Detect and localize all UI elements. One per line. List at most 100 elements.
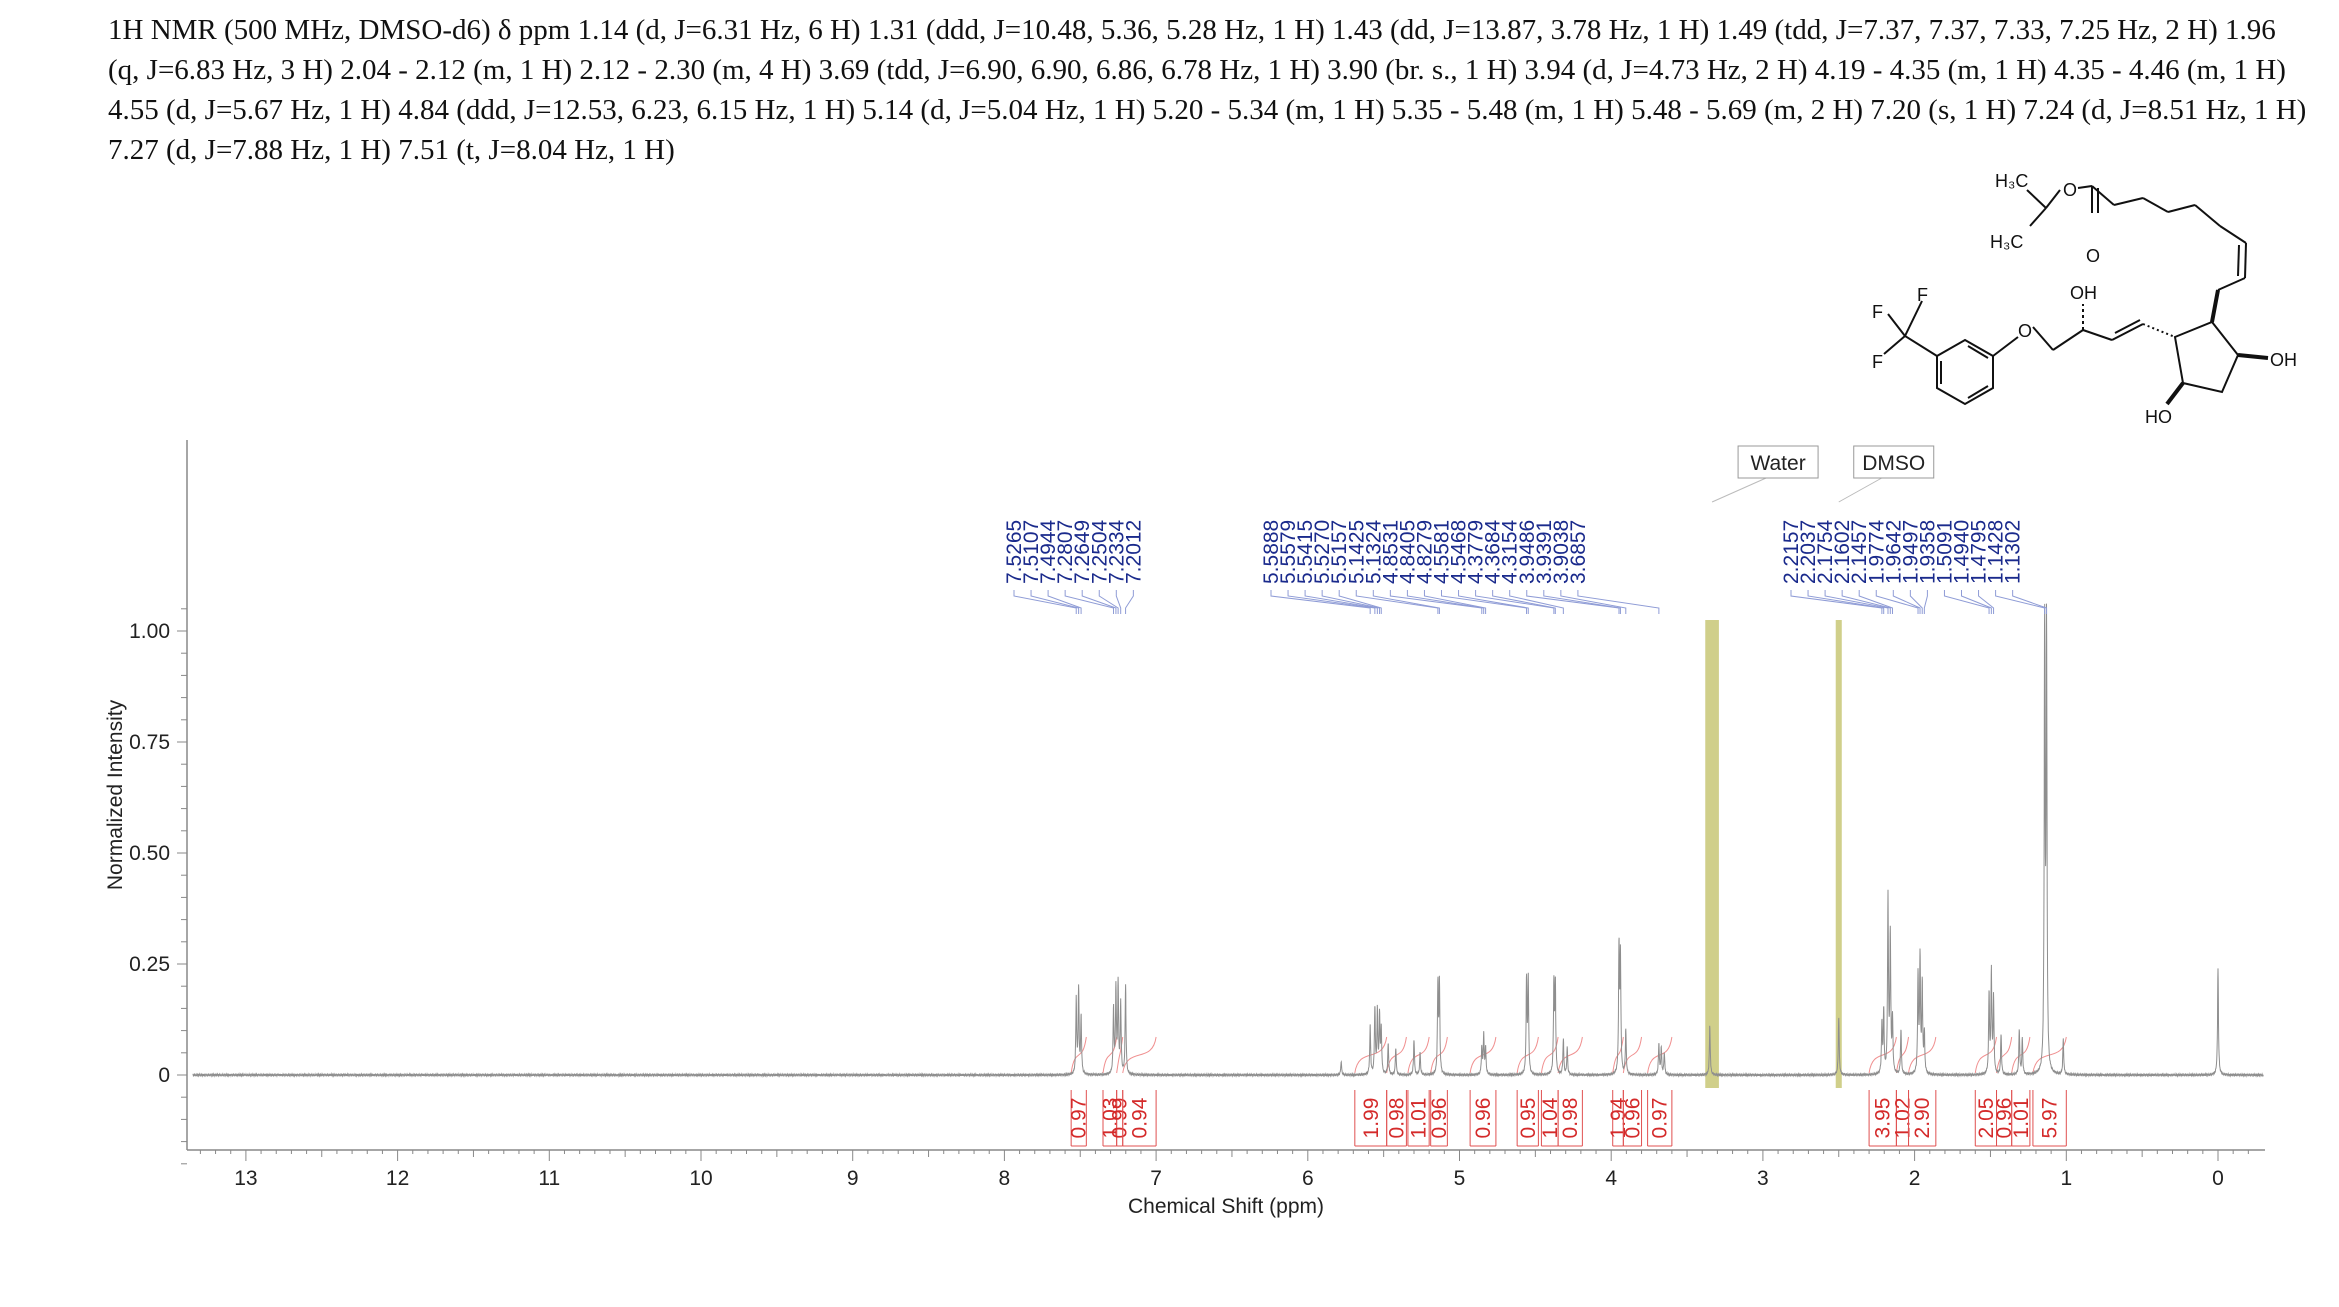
solvent-label-box [1737, 445, 1819, 479]
peak-label: 2.2157 [1780, 520, 1803, 584]
integral-curve [1516, 1036, 1539, 1074]
integral-value: 0.99 [1109, 1098, 1132, 1139]
peak-label: 7.4944 [1037, 519, 1060, 584]
bond [2026, 189, 2047, 209]
bond [2045, 189, 2061, 209]
peak-label: 3.6857 [1567, 520, 1590, 584]
peak-label-connector [1304, 590, 1378, 614]
y-tick-label: 0 [158, 1064, 170, 1087]
spectrum-trace [192, 603, 2264, 1078]
bond [2113, 197, 2144, 206]
peak-labels: 7.52657.51077.49447.28077.26497.25047.23… [1003, 519, 2048, 614]
peak-label: 5.1324 [1362, 519, 1385, 584]
bond [2194, 204, 2221, 227]
y-tick-label: 0.25 [129, 953, 170, 976]
fluorine-label: F [1872, 302, 1883, 322]
peak-label-connector [1841, 590, 1891, 614]
peak-label: 4.8405 [1396, 520, 1419, 584]
bond [2032, 326, 2054, 351]
integral-curve [1908, 1036, 1937, 1074]
peak-label-connector [1577, 590, 1660, 614]
peak-label: 2.1754 [1814, 519, 1837, 584]
bond [2091, 185, 2115, 206]
peak-label: 7.2504 [1088, 519, 1111, 584]
x-tick-label: 4 [1605, 1167, 1617, 1190]
bond [2114, 319, 2141, 334]
bond [2142, 323, 2176, 338]
y-tick-label: 0.75 [129, 731, 170, 754]
hydroxyl-label: OH [2070, 283, 2097, 303]
peak-label: 5.1425 [1345, 520, 1368, 584]
peak-label-connector [1423, 590, 1487, 614]
peak-label-connector [1441, 590, 1528, 614]
aromatic-double-bond [1967, 385, 1989, 399]
peak-label-connector [1406, 590, 1485, 614]
peak-label-connector [1824, 590, 1889, 614]
peak-label-connector [1270, 590, 1371, 614]
peak-label-connector [1875, 590, 1919, 614]
peak-label: 4.8531 [1379, 520, 1402, 584]
peak-label: 3.9391 [1533, 520, 1556, 584]
peak-label: 7.2334 [1105, 519, 1128, 584]
bond [2210, 289, 2220, 323]
x-tick-label: 3 [1757, 1167, 1769, 1190]
integral-curve [1540, 1036, 1559, 1074]
peak-label-connector [1013, 590, 1077, 614]
peak-label-connector [1338, 590, 1382, 614]
bond [1887, 313, 1906, 337]
peak-label-connector [1909, 590, 1923, 614]
methyl-label: H₃C [1990, 232, 2023, 252]
peak-label-connector [1560, 590, 1627, 614]
x-tick-label: 1 [2060, 1167, 2072, 1190]
peak-label-connector [1892, 590, 1921, 614]
peak-label: 2.1457 [1848, 520, 1871, 584]
peak-label: 4.5468 [1448, 520, 1471, 584]
bond [2217, 277, 2246, 291]
x-tick-label: 6 [1302, 1167, 1314, 1190]
peak-label: 7.2649 [1071, 520, 1094, 584]
integral-curve [1895, 1036, 1910, 1074]
integral-value: 1.04 [1539, 1097, 1562, 1138]
bond [1904, 300, 1923, 337]
bond [2244, 242, 2247, 279]
molecule-labels: F F F O OH OH HO O O H₃C H₃C [1872, 171, 2297, 427]
integral-curve [1974, 1036, 1998, 1074]
peak-label-connector [1321, 590, 1381, 614]
integral-value: 2.90 [1911, 1098, 1934, 1139]
peak-label: 5.5579 [1277, 520, 1300, 584]
integral-value: 3.95 [1872, 1098, 1895, 1139]
solvent-label: DMSO [1862, 452, 1925, 475]
peak-label-connector [1475, 590, 1555, 614]
peak-label: 7.2012 [1122, 520, 1145, 584]
nmr-description: 1H NMR (500 MHz, DMSO-d6) δ ppm 1.14 (d,… [108, 14, 2307, 166]
methyl-label: H₃C [1995, 171, 2028, 191]
bond [2082, 329, 2113, 341]
y-tick-label: 1.00 [129, 620, 170, 643]
peak-label-connector [1125, 590, 1134, 614]
peak-label-connector [1978, 590, 1995, 614]
peak-label: 1.4795 [1968, 520, 1991, 584]
peak-label-connector [1858, 590, 1893, 614]
peak-label-connector [1081, 590, 1117, 614]
peak-label: 1.1302 [2002, 520, 2025, 584]
carbonyl-oxygen-label: O [2086, 246, 2100, 266]
integral-value: 0.95 [1517, 1098, 1540, 1139]
integral-value: 1.03 [1099, 1098, 1122, 1139]
solvent-band [1835, 620, 1842, 1088]
integral-regions: 0.97 1.030.990.94 1.99 0.981.010.96 0.96 0.95… [1068, 1036, 2067, 1147]
x-axis-title: Chemical Shift (ppm) [1128, 1195, 1324, 1218]
integral-curve [1407, 1036, 1430, 1074]
peak-label-connector [1030, 590, 1080, 614]
bond [2029, 207, 2047, 227]
bond [2237, 244, 2240, 277]
integral-curve [1070, 1036, 1087, 1074]
integral-curve [1868, 1036, 1897, 1074]
peak-label: 2.2037 [1797, 520, 1820, 584]
y-axis-ticks: 1.00 0.75 0.50 0.25 0 [129, 608, 187, 1165]
integral-value: 1.01 [2010, 1098, 2033, 1139]
bond [1883, 335, 1906, 355]
integral-curve [1102, 1036, 1118, 1074]
peak-label-connector [1115, 590, 1122, 614]
integral-value: 0.96 [1621, 1098, 1644, 1139]
